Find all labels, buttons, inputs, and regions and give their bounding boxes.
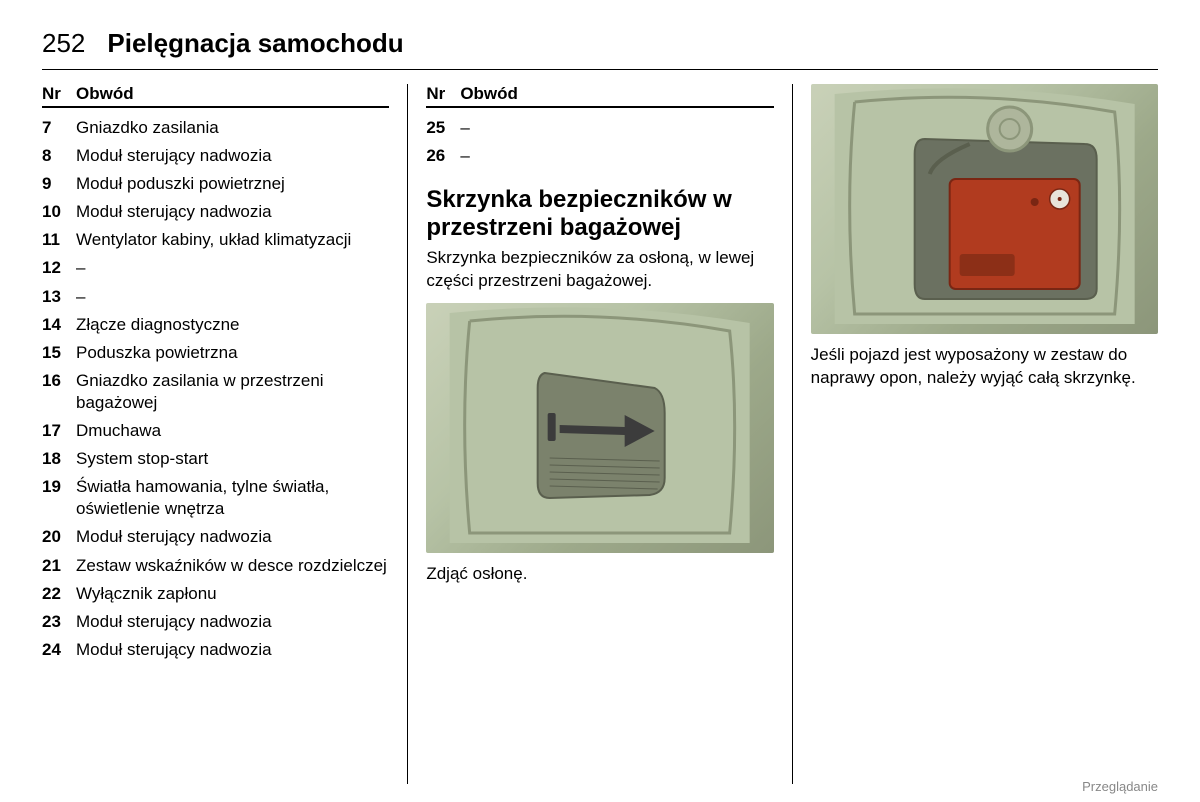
- cover-panel-svg: [426, 303, 773, 553]
- table-row: 22Wyłącznik zapłonu: [42, 580, 389, 608]
- table-row: 19Światła hamowania, tylne światła, oświ…: [42, 473, 389, 523]
- table-row: 25–: [426, 114, 773, 142]
- illustration-tire-repair-kit: [811, 84, 1158, 334]
- table-row: 7Gniazdko zasilania: [42, 114, 389, 142]
- table-row: 18System stop-start: [42, 445, 389, 473]
- fuse-table-2: Nr Obwód 25– 26–: [426, 84, 773, 170]
- illustration-cover-panel: [426, 303, 773, 553]
- table-row: 16Gniazdko zasilania w przestrzeni bagaż…: [42, 367, 389, 417]
- table-header: Nr Obwód: [426, 84, 773, 108]
- fuse-table-1: Nr Obwód 7Gniazdko zasilania 8Moduł ster…: [42, 84, 389, 664]
- table-row: 9Moduł poduszki powietrznej: [42, 170, 389, 198]
- table-row: 13–: [42, 283, 389, 311]
- table-row: 23Moduł sterujący nadwozia: [42, 608, 389, 636]
- column-3: Jeśli pojazd jest wyposażony w zestaw do…: [792, 84, 1158, 784]
- table-row: 8Moduł sterujący nadwozia: [42, 142, 389, 170]
- th-obwod: Obwód: [460, 84, 518, 104]
- th-obwod: Obwód: [76, 84, 134, 104]
- table-row: 21Zestaw wskaźników w desce rozdzielczej: [42, 552, 389, 580]
- table-row: 14Złącze diagnostyczne: [42, 311, 389, 339]
- table-header: Nr Obwód: [42, 84, 389, 108]
- chapter-title: Pielęgnacja samochodu: [107, 28, 403, 59]
- table-row: 11Wentylator kabiny, układ klimatyzacji: [42, 226, 389, 254]
- table-row: 12–: [42, 254, 389, 282]
- caption: Jeśli pojazd jest wyposażony w zestaw do…: [811, 344, 1158, 390]
- tire-kit-svg: [811, 84, 1158, 334]
- caption: Zdjąć osłonę.: [426, 563, 773, 586]
- column-1: Nr Obwód 7Gniazdko zasilania 8Moduł ster…: [42, 84, 407, 784]
- footer-text: Przeglądanie: [1082, 779, 1158, 794]
- th-nr: Nr: [426, 84, 460, 104]
- table-row: 20Moduł sterujący nadwozia: [42, 523, 389, 551]
- page-header: 252 Pielęgnacja samochodu: [42, 28, 1158, 70]
- table-row: 10Moduł sterujący nadwozia: [42, 198, 389, 226]
- table-row: 26–: [426, 142, 773, 170]
- table-row: 15Poduszka powietrzna: [42, 339, 389, 367]
- table-row: 24Moduł sterujący nadwozia: [42, 636, 389, 664]
- section-body: Skrzynka bezpieczników za osłoną, w lewe…: [426, 247, 773, 293]
- th-nr: Nr: [42, 84, 76, 104]
- section-heading: Skrzynka bezpieczników w przestrzeni bag…: [426, 186, 773, 241]
- column-2: Nr Obwód 25– 26– Skrzynka bezpieczników …: [407, 84, 791, 784]
- table-row: 17Dmuchawa: [42, 417, 389, 445]
- page-number: 252: [42, 28, 85, 59]
- content-columns: Nr Obwód 7Gniazdko zasilania 8Moduł ster…: [42, 84, 1158, 784]
